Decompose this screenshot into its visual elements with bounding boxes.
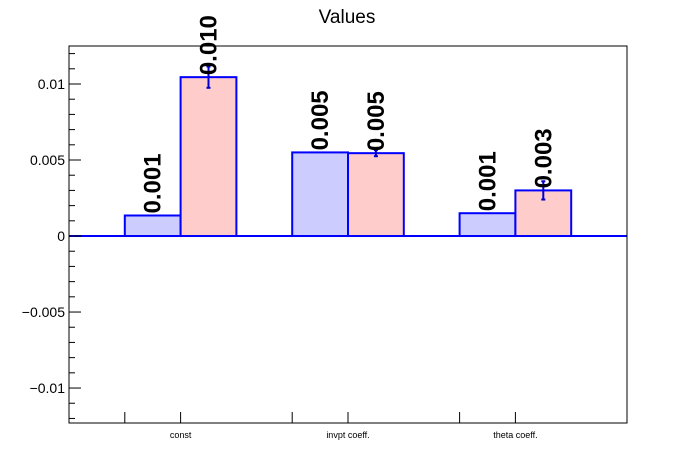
data-labels: 0.001 0.010 0.005 0.005 0.001 0.003 bbox=[140, 15, 558, 213]
bar bbox=[291, 151, 350, 238]
y-tick-label: 0.005 bbox=[30, 152, 65, 168]
data-label: 0.005 bbox=[307, 90, 334, 150]
data-label: 0.001 bbox=[140, 153, 167, 213]
bar bbox=[123, 214, 182, 238]
chart-title: Values bbox=[319, 7, 376, 28]
y-tick-label: 0 bbox=[57, 228, 65, 244]
x-category-label: const bbox=[170, 430, 192, 440]
data-label: 0.005 bbox=[363, 91, 390, 151]
bar bbox=[179, 76, 238, 238]
bars bbox=[123, 76, 573, 238]
y-tick-label: −0.01 bbox=[30, 380, 66, 396]
error-bars bbox=[206, 65, 546, 201]
x-category-label: theta coeff. bbox=[493, 430, 537, 440]
data-label: 0.003 bbox=[530, 128, 557, 188]
y-tick-label: −0.005 bbox=[22, 304, 65, 320]
x-axis-ticks: const invpt coeff. theta coeff. bbox=[124, 412, 538, 440]
y-tick-label: 0.01 bbox=[38, 76, 65, 92]
data-label: 0.001 bbox=[475, 151, 502, 211]
x-category-label: invpt coeff. bbox=[326, 430, 369, 440]
bar bbox=[347, 152, 405, 238]
y-axis-ticks: 0.01 0.005 0 −0.005 −0.01 bbox=[22, 53, 81, 419]
data-label: 0.010 bbox=[196, 15, 223, 75]
bar bbox=[458, 212, 517, 238]
